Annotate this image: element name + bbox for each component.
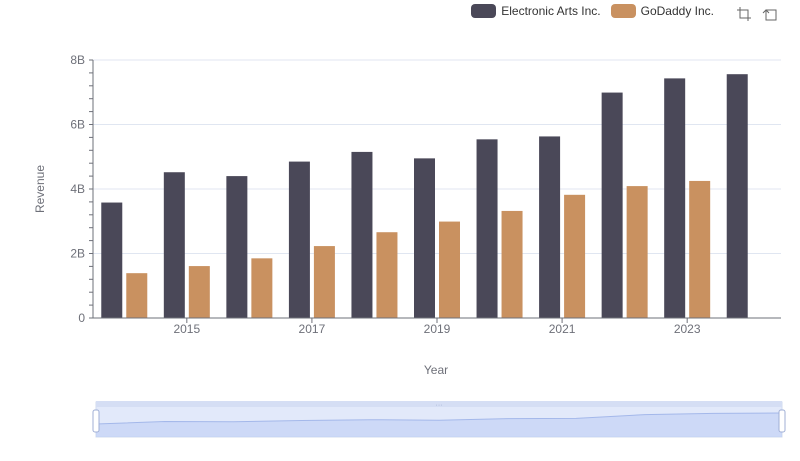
bar-godaddy-2014 <box>126 273 148 318</box>
legend-label-electronic-arts: Electronic Arts Inc. <box>501 4 601 18</box>
legend-label-godaddy: GoDaddy Inc. <box>640 4 714 18</box>
bar-electronic-arts-2017 <box>288 161 310 318</box>
bars <box>101 74 748 318</box>
zoom-move-bar <box>96 401 782 407</box>
y-tick-label: 2B <box>70 247 85 261</box>
bar-godaddy-2022 <box>626 186 648 318</box>
toolbox <box>736 6 778 22</box>
y-tick-label: 8B <box>70 53 85 67</box>
y-tick-label: 4B <box>70 182 85 196</box>
x-axis-label: Year <box>424 363 448 377</box>
legend-swatch-electronic-arts <box>471 4 497 18</box>
bar-godaddy-2018 <box>376 232 398 318</box>
bar-godaddy-2021 <box>564 194 586 318</box>
data-zoom-slider[interactable]: ··· <box>92 401 786 438</box>
y-tick-label: 6B <box>70 118 85 132</box>
bar-electronic-arts-2015 <box>163 172 185 318</box>
bar-electronic-arts-2024 <box>726 74 748 318</box>
legend-item-electronic-arts[interactable]: Electronic Arts Inc. <box>471 4 601 18</box>
zoom-end-handle[interactable] <box>778 409 786 433</box>
bar-electronic-arts-2014 <box>101 202 123 318</box>
y-tick-label: 0 <box>78 311 85 325</box>
legend: Electronic Arts Inc. GoDaddy Inc. <box>471 4 714 18</box>
bar-electronic-arts-2021 <box>539 136 561 318</box>
bar-godaddy-2020 <box>501 210 523 318</box>
legend-item-godaddy[interactable]: GoDaddy Inc. <box>610 4 714 18</box>
bar-electronic-arts-2020 <box>476 139 498 318</box>
y-axis-label: Revenue <box>33 165 47 213</box>
zoom-start-handle[interactable] <box>92 409 100 433</box>
x-tick-label: 2019 <box>424 322 451 336</box>
bar-godaddy-2019 <box>439 221 460 318</box>
axes: 0 2B 4B 6B 8B 2015 2017 2019 2021 2023 <box>70 53 781 336</box>
bar-electronic-arts-2022 <box>601 92 623 318</box>
bar-electronic-arts-2016 <box>226 176 248 318</box>
zoom-preview-line <box>95 412 783 425</box>
legend-swatch-godaddy <box>610 4 636 18</box>
bar-electronic-arts-2018 <box>351 151 373 318</box>
x-tick-label: 2015 <box>173 322 200 336</box>
zoom-icon[interactable] <box>736 6 752 22</box>
bar-godaddy-2017 <box>313 246 335 318</box>
x-tick-label: 2023 <box>674 322 701 336</box>
bar-godaddy-2016 <box>251 258 273 318</box>
bar-electronic-arts-2023 <box>664 78 686 318</box>
x-tick-label: 2017 <box>299 322 326 336</box>
zoom-preview-area <box>96 413 782 437</box>
restore-icon[interactable] <box>762 6 778 22</box>
bar-godaddy-2023 <box>689 180 711 318</box>
bar-electronic-arts-2019 <box>414 158 435 318</box>
x-tick-label: 2021 <box>549 322 576 336</box>
bar-godaddy-2015 <box>188 266 210 318</box>
zoom-grip-icon: ··· <box>436 402 443 409</box>
